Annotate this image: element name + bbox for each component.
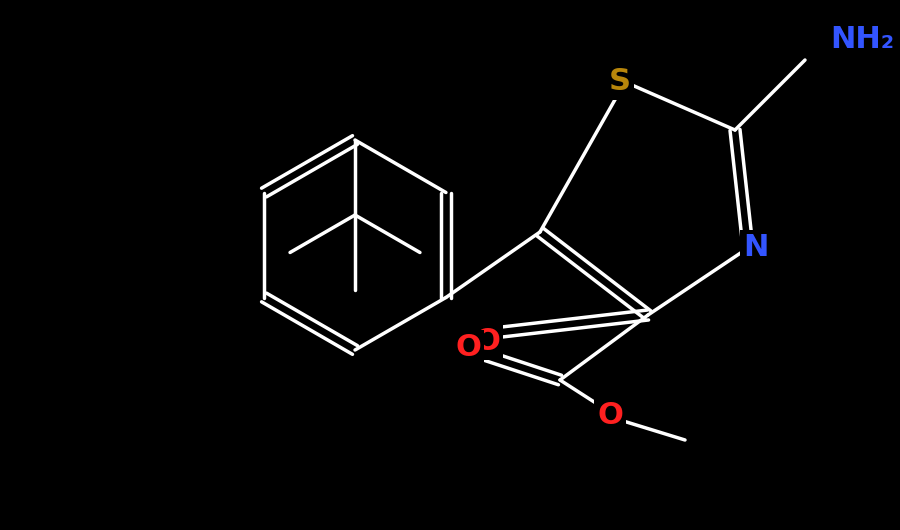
Text: NH₂: NH₂	[830, 25, 894, 55]
Text: S: S	[609, 67, 631, 96]
Text: O: O	[474, 328, 500, 357]
Text: N: N	[743, 234, 769, 262]
Text: O: O	[597, 401, 623, 429]
Text: O: O	[455, 333, 481, 363]
